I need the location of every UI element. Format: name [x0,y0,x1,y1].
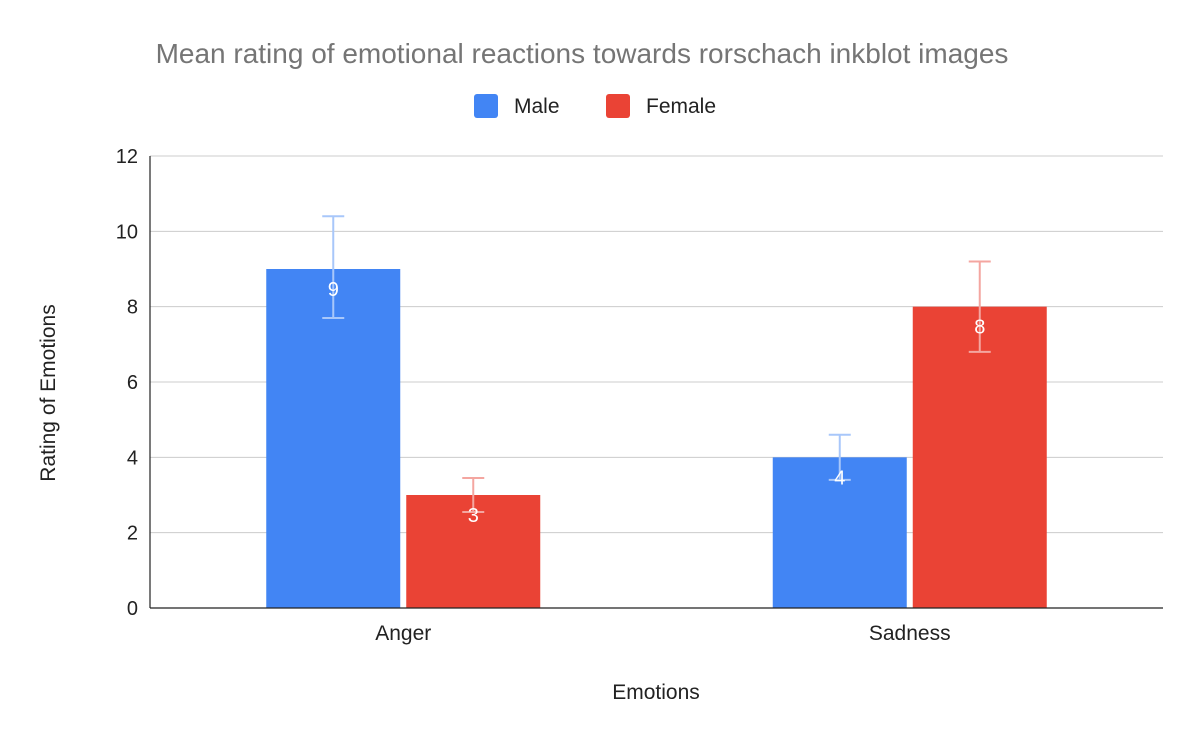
x-tick-label: Sadness [869,622,951,645]
y-axis-ticks: 0 2 4 6 8 10 12 [116,146,138,620]
y-tick-label: 4 [127,447,138,469]
legend: Male Female [474,94,716,118]
data-label: 8 [974,317,985,339]
legend-label: Male [514,95,560,118]
bar [406,495,541,608]
bars [266,269,1047,608]
y-tick-label: 6 [127,372,138,394]
chart-title: Mean rating of emotional reactions towar… [156,38,1009,69]
data-label: 9 [328,279,339,301]
x-axis-categories: Anger Sadness [375,622,950,645]
legend-swatch [606,94,630,118]
data-labels: 9 3 4 8 [328,279,986,527]
y-tick-label: 0 [127,598,138,620]
bar [772,457,907,608]
x-tick-label: Anger [375,622,431,645]
bar [266,269,401,608]
data-label: 4 [834,467,845,489]
legend-swatch [474,94,498,118]
data-label: 3 [468,505,479,527]
legend-label: Female [646,95,716,118]
y-tick-label: 2 [127,523,138,545]
y-tick-label: 12 [116,146,138,168]
error-bars [322,215,991,513]
y-tick-label: 8 [127,297,138,319]
y-axis-title: Rating of Emotions [37,304,60,481]
y-tick-label: 10 [116,221,138,243]
bar [912,306,1047,608]
x-axis-title: Emotions [612,681,700,704]
axes [149,156,1163,609]
